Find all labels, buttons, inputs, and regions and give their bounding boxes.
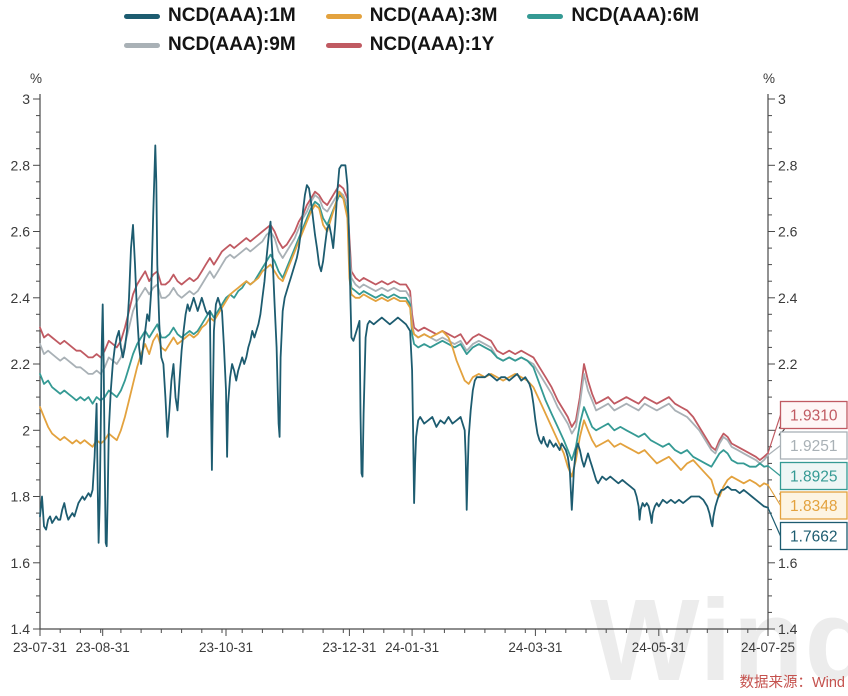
x-tick-label: 23-08-31: [76, 640, 130, 655]
legend-item-6m[interactable]: NCD(AAA):6M: [527, 5, 699, 27]
end-value-text: 1.8348: [790, 498, 837, 515]
callout-box: [779, 461, 848, 491]
series-line-3m: [39, 190, 769, 498]
x-tick-label: 24-03-31: [508, 640, 562, 655]
legend-item-9m[interactable]: NCD(AAA):9M: [124, 34, 296, 56]
callout-box: [779, 400, 848, 430]
y-tick-label-right: 2.6: [778, 224, 798, 240]
y-unit-left: %: [30, 71, 42, 86]
end-value-callout-1m: 1.7662: [779, 521, 848, 551]
x-tick-label: 23-07-31: [13, 640, 67, 655]
x-tick-label: 24-01-31: [385, 640, 439, 655]
x-tick-label: 23-12-31: [322, 640, 376, 655]
end-value-text: 1.9310: [790, 408, 838, 425]
y-tick-label-right: 2.8: [778, 157, 798, 173]
legend-label: NCD(AAA):6M: [571, 5, 700, 26]
callout-box: [779, 491, 848, 520]
y-tick-label-left: 2: [22, 422, 30, 438]
y-tick-labels: 1.41.41.61.61.81.8222.22.22.42.42.62.62.…: [11, 71, 798, 637]
y-unit-right: %: [763, 71, 775, 86]
end-value-callouts: 1.9310 1.9251 1.8925 1.8348 1.7662: [767, 400, 848, 551]
y-tick-label-left: 2.4: [11, 290, 31, 306]
y-tick-label-right: 3: [778, 91, 786, 107]
series-line-6m: [39, 194, 769, 468]
end-value-text: 1.9251: [790, 438, 837, 455]
legend-item-1y[interactable]: NCD(AAA):1Y: [325, 34, 495, 56]
y-tick-label-right: 2: [778, 422, 786, 438]
legend-swatch-3m: [325, 13, 362, 19]
axis-frame: [39, 94, 769, 630]
callout-leader-9m: [767, 445, 781, 456]
x-tick-label: 23-10-31: [199, 640, 253, 655]
legend-swatch-1m: [124, 13, 160, 19]
legend-label: NCD(AAA):1M: [168, 5, 296, 26]
legend-swatch-9m: [124, 42, 160, 48]
legend-swatch-6m: [527, 13, 564, 19]
callout-box: [779, 431, 848, 460]
legend-label: NCD(AAA):9M: [168, 34, 296, 55]
series-lines: [39, 144, 769, 548]
y-tick-label-left: 2.6: [11, 224, 31, 240]
legend-swatch-1y: [325, 42, 362, 48]
callout-leader-3m: [767, 484, 782, 506]
x-tick-labels: 23-07-31 23-08-31 23-10-31 23-12-31 24-01-31…: [13, 640, 795, 655]
y-tick-label-left: 3: [22, 91, 30, 107]
end-value-text: 1.8925: [790, 469, 837, 486]
callout-leader-6m: [767, 465, 781, 477]
y-tick-label-left: 2.8: [11, 157, 31, 173]
x-tick-label: 24-07-25: [741, 640, 795, 655]
axes: [39, 94, 769, 630]
end-value-callout-3m: 1.8348: [779, 491, 848, 520]
callout-leader-1m: [767, 507, 782, 537]
legend-item-3m[interactable]: NCD(AAA):3M: [325, 5, 498, 27]
x-tick-label: 24-05-31: [632, 640, 686, 655]
y-tick-label-right: 2.2: [778, 356, 798, 372]
legend-label: NCD(AAA):3M: [369, 5, 498, 26]
y-tick-label-left: 2.2: [11, 356, 31, 372]
callout-leader-1y: [767, 414, 782, 454]
y-tick-label-right: 1.6: [778, 555, 798, 571]
end-value-callout-9m: 1.9251: [779, 431, 848, 460]
end-value-callout-6m: 1.8925: [779, 461, 848, 491]
series-line-1m: [39, 144, 769, 548]
y-tick-label-right: 1.4: [778, 621, 798, 637]
wind-watermark: Wind: [590, 575, 848, 696]
y-ticks: [33, 98, 775, 630]
y-tick-label-left: 1.8: [11, 489, 31, 505]
legend: NCD(AAA):1M NCD(AAA):3M NCD(AAA):6M NCD(AAA…: [124, 5, 772, 56]
end-value-callout-1y: 1.9310: [779, 400, 848, 430]
x-ticks: [39, 629, 769, 636]
data-source-note: 数据来源：Wind: [739, 675, 845, 691]
series-line-9m: [39, 190, 769, 465]
y-tick-label-right: 2.4: [778, 290, 798, 306]
legend-item-1m[interactable]: NCD(AAA):1M: [124, 5, 296, 27]
callout-box: [779, 521, 848, 551]
y-tick-label-left: 1.4: [11, 621, 31, 637]
legend-label: NCD(AAA):1Y: [369, 34, 495, 55]
y-tick-label-left: 1.6: [11, 555, 31, 571]
end-value-text: 1.7662: [790, 529, 837, 546]
